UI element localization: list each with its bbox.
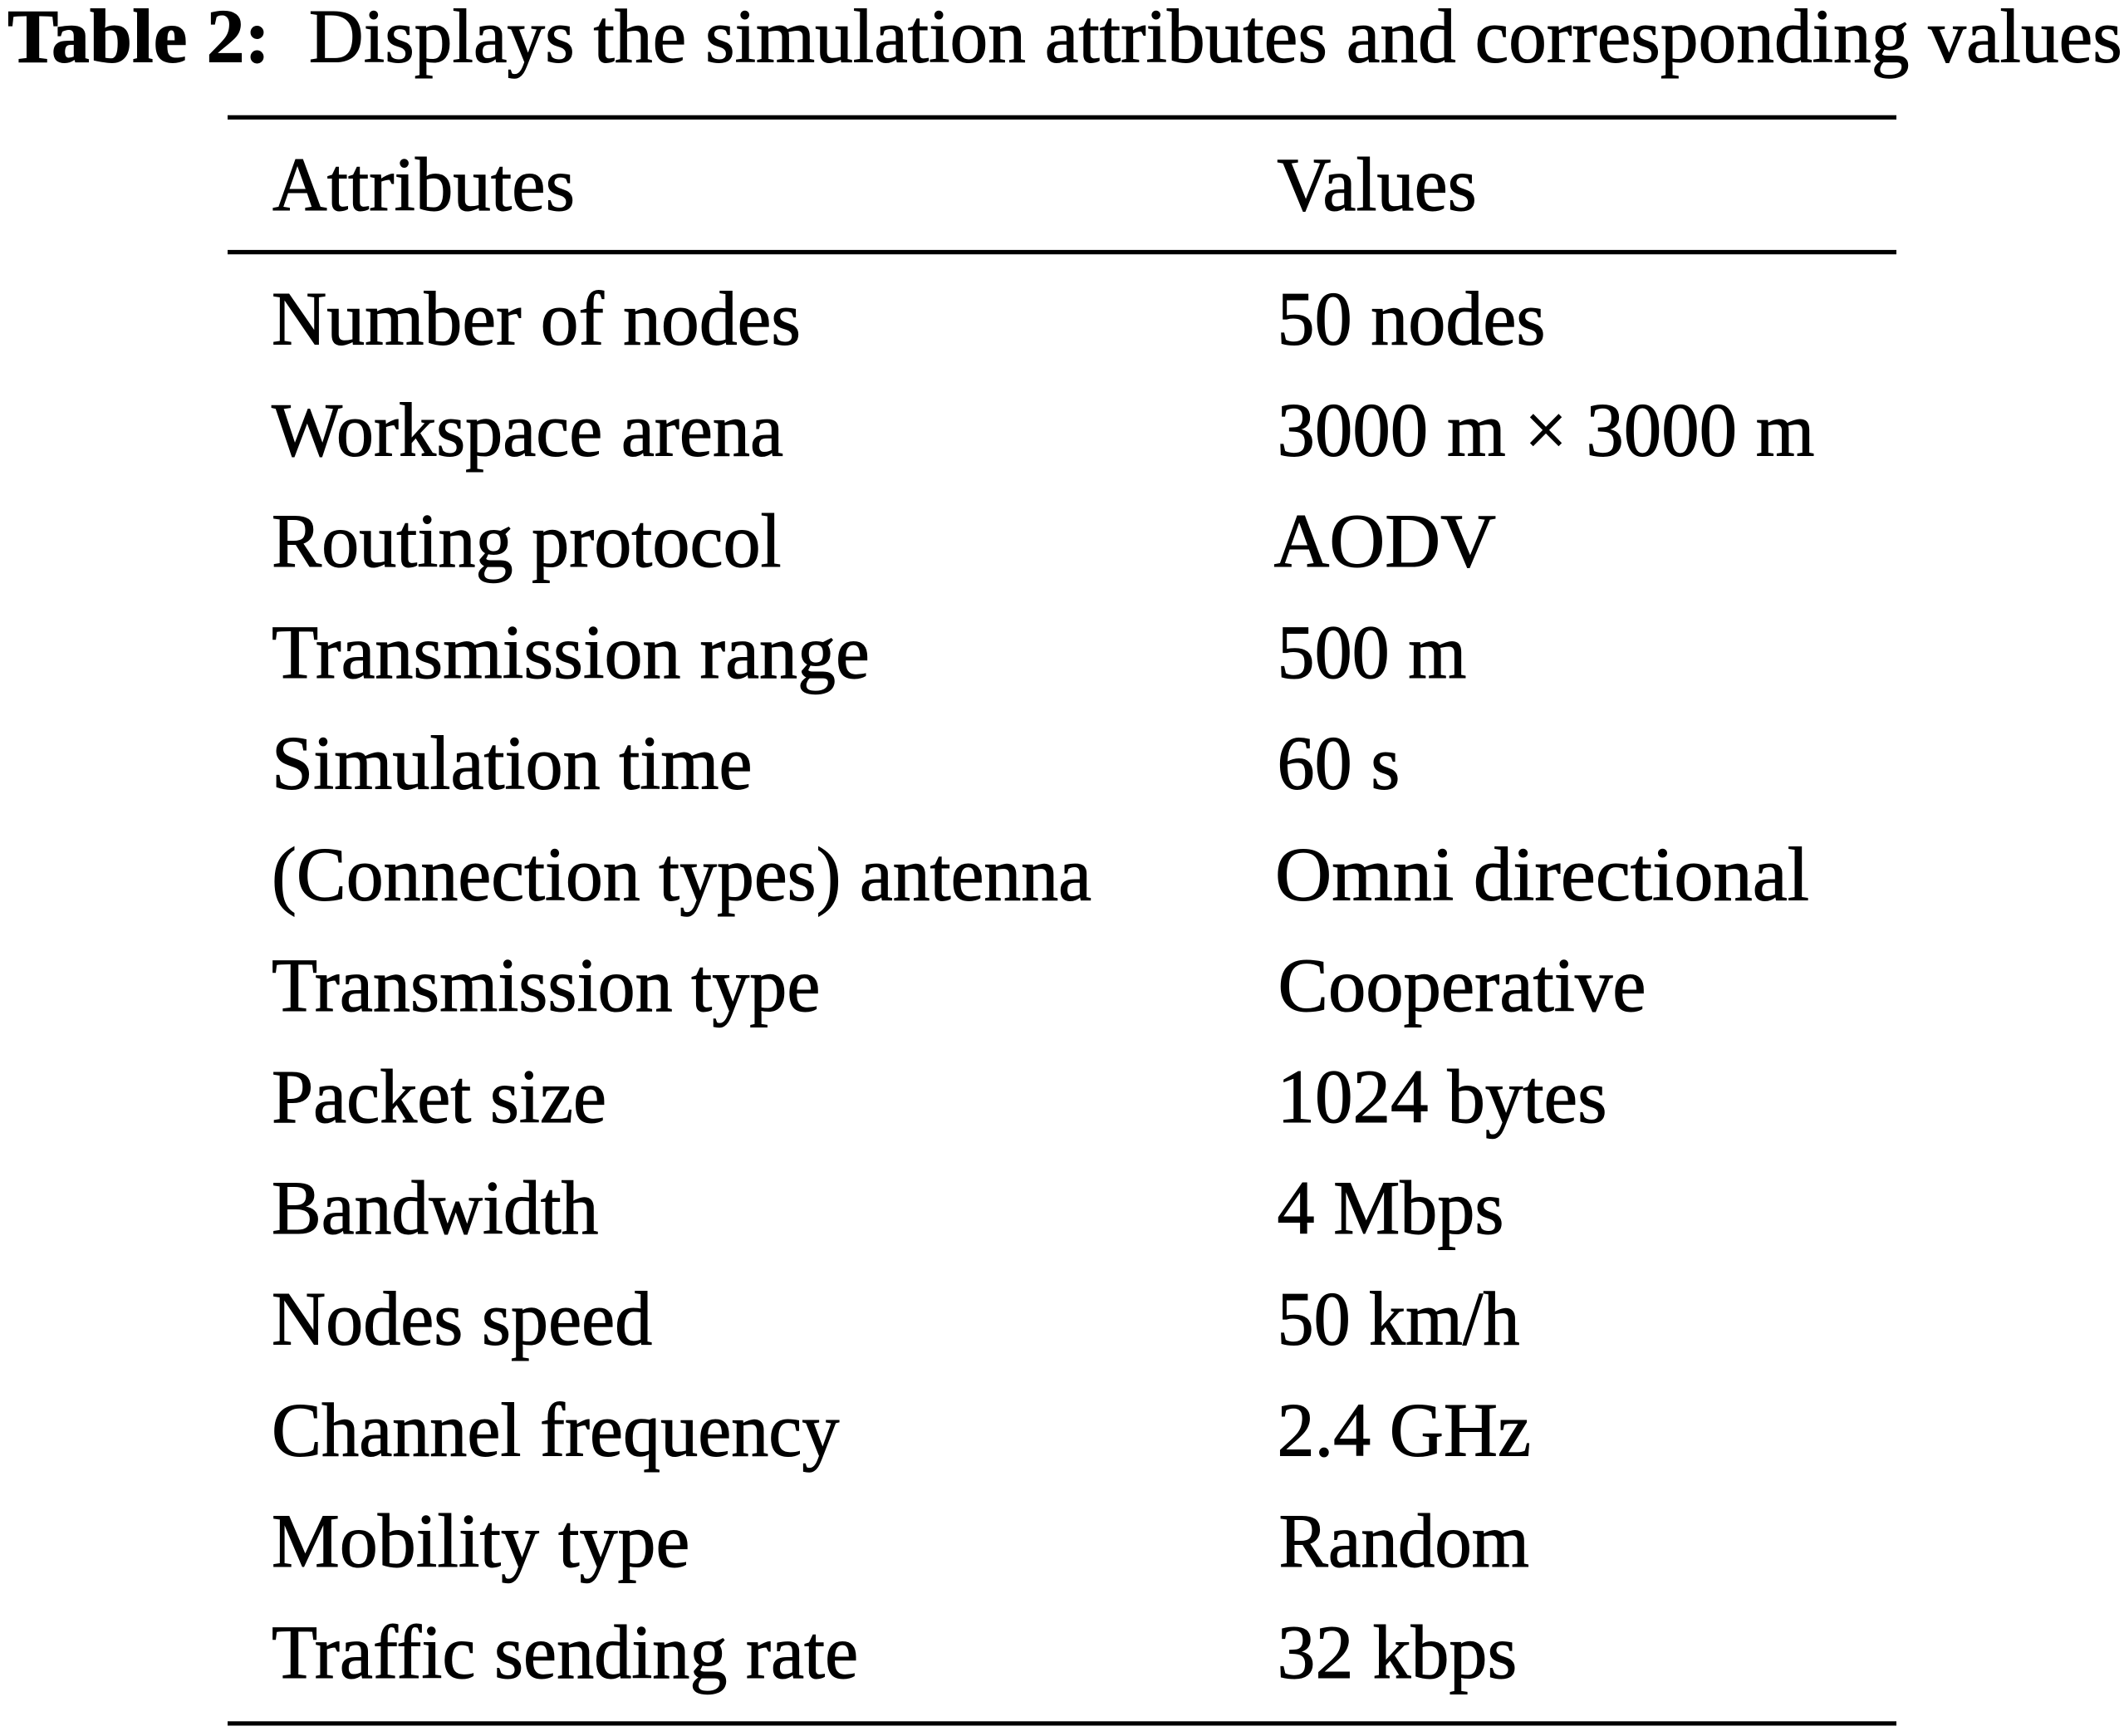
svg-text:Attributes: Attributes	[272, 142, 575, 227]
svg-text:Omni directional: Omni directional	[1275, 832, 1809, 917]
svg-text:2.4 GHz: 2.4 GHz	[1278, 1387, 1532, 1472]
svg-text:Workspace arena: Workspace arena	[272, 387, 783, 472]
svg-text:50 nodes: 50 nodes	[1278, 277, 1546, 361]
svg-text:Number of nodes: Number of nodes	[272, 277, 801, 361]
svg-text:Channel frequency: Channel frequency	[272, 1387, 839, 1472]
svg-text:Transmission type: Transmission type	[272, 943, 820, 1027]
svg-text:Mobility type: Mobility type	[272, 1498, 689, 1583]
svg-text:Packet size: Packet size	[272, 1054, 606, 1139]
svg-text:500 m: 500 m	[1278, 610, 1467, 694]
svg-text:AODV: AODV	[1274, 498, 1497, 583]
svg-text:Routing protocol: Routing protocol	[272, 498, 782, 583]
svg-text:Simulation time: Simulation time	[272, 721, 753, 806]
svg-text:Traffic sending rate: Traffic sending rate	[272, 1610, 858, 1694]
svg-text:Values: Values	[1277, 142, 1476, 227]
svg-text:Nodes speed: Nodes speed	[272, 1277, 652, 1361]
svg-text:Displays the simulation attrib: Displays the simulation attributes and c…	[309, 0, 2122, 79]
svg-text:(Connection types) antenna: (Connection types) antenna	[272, 832, 1091, 917]
svg-text:50 km/h: 50 km/h	[1278, 1277, 1520, 1361]
svg-text:Cooperative: Cooperative	[1278, 943, 1646, 1027]
svg-text:Bandwidth: Bandwidth	[272, 1165, 599, 1250]
svg-text:4 Mbps: 4 Mbps	[1278, 1165, 1504, 1250]
svg-text:Random: Random	[1279, 1498, 1530, 1583]
svg-text:60 s: 60 s	[1278, 721, 1400, 806]
svg-text:1024 bytes: 1024 bytes	[1278, 1054, 1607, 1139]
svg-text:3000 m × 3000 m: 3000 m × 3000 m	[1278, 387, 1815, 472]
svg-text:32 kbps: 32 kbps	[1278, 1610, 1518, 1694]
svg-text:Transmission range: Transmission range	[272, 610, 870, 694]
svg-text:Table 2:: Table 2:	[7, 0, 270, 79]
